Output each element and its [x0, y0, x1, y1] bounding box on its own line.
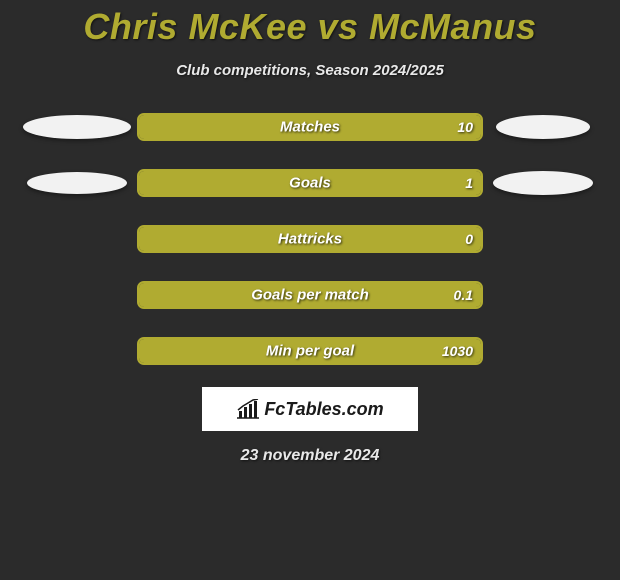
left-side	[17, 115, 137, 139]
player-ellipse-left	[23, 115, 131, 139]
stat-label: Goals	[289, 175, 331, 192]
stat-row: Goals per match 0.1	[0, 281, 620, 309]
page-subtitle: Club competitions, Season 2024/2025	[0, 62, 620, 79]
bar-chart-icon	[236, 399, 260, 419]
stat-row: Min per goal 1030	[0, 337, 620, 365]
stat-value-right: 1	[465, 175, 473, 191]
stats-container: Matches 10 Goals 1 Hattricks 0 Goals per match…	[0, 113, 620, 365]
date-label: 23 november 2024	[0, 447, 620, 465]
player-ellipse-left	[27, 172, 127, 194]
stat-bar: Goals per match 0.1	[137, 281, 483, 309]
logo-text: FcTables.com	[264, 399, 383, 420]
stat-bar: Min per goal 1030	[137, 337, 483, 365]
logo-box: FcTables.com	[202, 387, 418, 431]
stat-row: Goals 1	[0, 169, 620, 197]
stat-row: Hattricks 0	[0, 225, 620, 253]
stat-label: Goals per match	[251, 287, 369, 304]
right-side	[483, 171, 603, 195]
player-ellipse-right	[493, 171, 593, 195]
stat-label: Min per goal	[266, 343, 354, 360]
left-side	[17, 172, 137, 194]
stat-row: Matches 10	[0, 113, 620, 141]
stat-label: Hattricks	[278, 231, 342, 248]
stat-value-right: 1030	[442, 343, 473, 359]
stat-value-right: 10	[457, 119, 473, 135]
stat-bar: Goals 1	[137, 169, 483, 197]
player-ellipse-right	[496, 115, 590, 139]
page-title: Chris McKee vs McManus	[0, 0, 620, 48]
stat-value-right: 0.1	[454, 287, 473, 303]
stat-value-right: 0	[465, 231, 473, 247]
stat-bar: Matches 10	[137, 113, 483, 141]
stat-label: Matches	[280, 119, 340, 136]
right-side	[483, 115, 603, 139]
stat-bar: Hattricks 0	[137, 225, 483, 253]
